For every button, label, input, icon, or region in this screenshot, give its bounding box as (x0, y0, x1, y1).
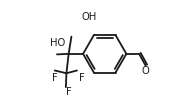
Text: F: F (66, 87, 72, 97)
Text: F: F (52, 73, 58, 83)
Text: O: O (142, 66, 150, 76)
Text: F: F (79, 73, 84, 83)
Text: OH: OH (81, 12, 97, 22)
Text: HO: HO (50, 38, 66, 48)
